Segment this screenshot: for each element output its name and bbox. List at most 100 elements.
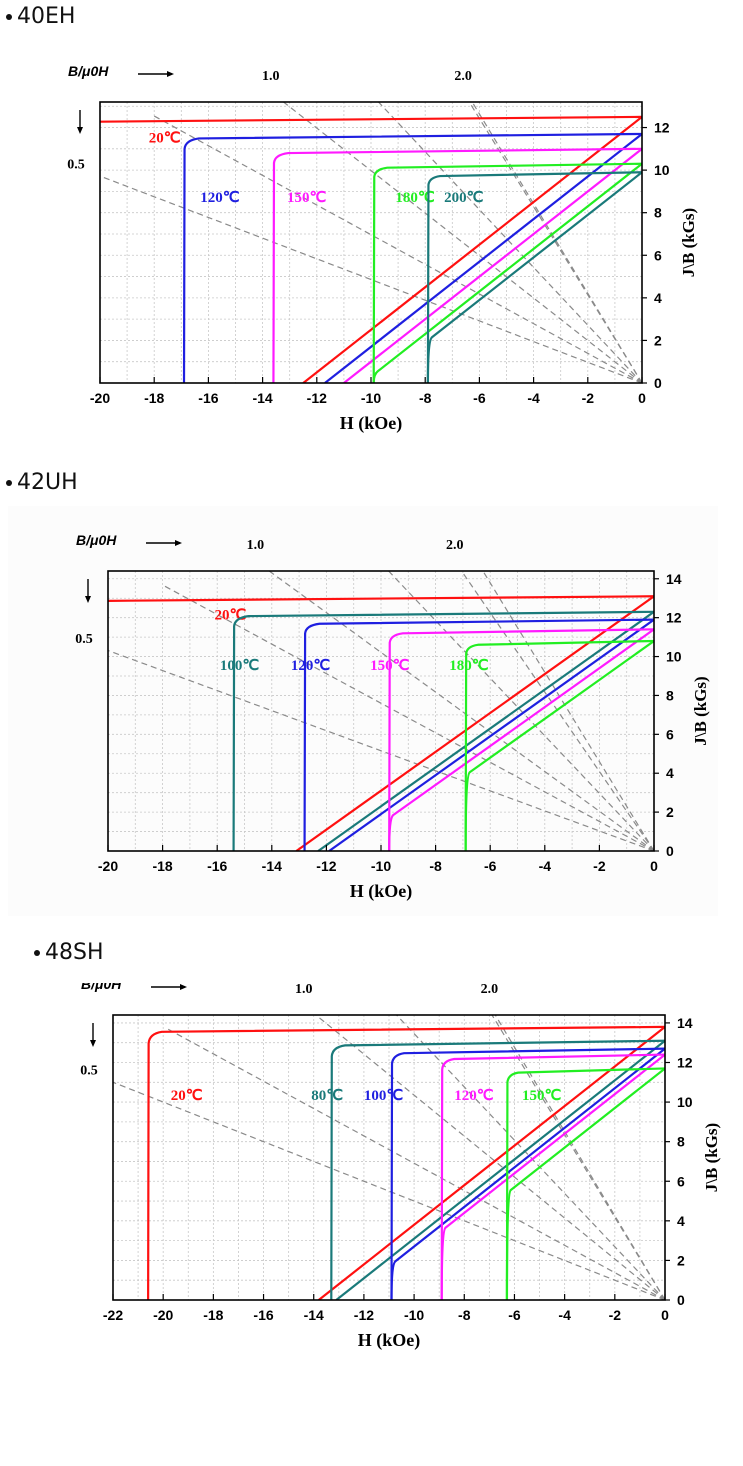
x-axis-label: H (kOe) [350, 881, 413, 902]
y-tick-label: 12 [666, 610, 682, 626]
x-axis-label: H (kOe) [340, 413, 403, 434]
section-title-40eh: 40EH [6, 4, 75, 29]
permeance-line [162, 584, 654, 851]
j-curve-3 [388, 628, 654, 851]
permeance-line [494, 1015, 665, 1300]
x-tick-label: -12 [307, 390, 327, 406]
j-curve-4 [426, 171, 642, 383]
b-curve-0 [318, 1026, 665, 1300]
plot-frame [112, 1014, 666, 1301]
series-label: 120℃ [200, 190, 240, 206]
permeance-line [314, 1015, 665, 1300]
y-tick-label: 4 [654, 290, 662, 306]
x-tick-label: 0 [650, 858, 658, 874]
series-label: 100℃ [220, 658, 260, 674]
permeance-line [471, 102, 642, 383]
y-tick-label: 10 [666, 649, 682, 665]
x-tick-label: -10 [404, 1307, 424, 1323]
j-curve-4 [505, 1067, 665, 1300]
permeance-line [167, 1028, 665, 1300]
x-tick-label: -22 [103, 1307, 123, 1323]
series-label: 100℃ [364, 1088, 404, 1104]
section-title-42uh: 42UH [6, 470, 78, 495]
x-tick-label: -6 [484, 858, 497, 874]
b-curve-3 [440, 1053, 665, 1300]
y-tick-label: 14 [666, 571, 682, 587]
x-tick-label: -16 [198, 390, 218, 406]
permeance-tick-label: 2.0 [446, 538, 464, 553]
bullet-icon [6, 14, 12, 20]
j-curve-0 [100, 115, 642, 123]
j-curve-1 [232, 610, 654, 851]
permeance-tick-label: 2.0 [481, 983, 499, 997]
y-tick-label: 6 [666, 726, 674, 742]
x-tick-label: -4 [527, 390, 540, 406]
x-tick-label: -18 [144, 390, 164, 406]
permeance-line [468, 102, 642, 383]
x-tick-label: 0 [638, 390, 646, 406]
b-curve-0 [302, 116, 642, 383]
series-label: 150℃ [287, 190, 327, 206]
j-curve-0 [108, 595, 654, 602]
y-tick-label: 4 [677, 1213, 685, 1229]
bullet-icon [6, 480, 12, 486]
permeance-axis-label: B/μ0H [68, 63, 109, 79]
y-tick-label: 2 [654, 332, 662, 348]
y-tick-label: 10 [654, 162, 670, 178]
b-curve-4 [505, 1067, 665, 1300]
right-arrow-head-icon [167, 71, 174, 77]
x-tick-label: -12 [354, 1307, 374, 1323]
x-tick-label: -2 [593, 858, 606, 874]
series-label: 200℃ [444, 190, 484, 206]
chart-card-42uh: 20℃ 100℃ 120℃ 150℃ 180℃ -20 -18 -16 -14 -12 -10 -8-… [8, 506, 718, 916]
x-tick-label: -16 [207, 858, 227, 874]
y-tick-label: 2 [666, 804, 674, 820]
x-tick-label: -20 [98, 858, 118, 874]
right-arrow-head-icon [175, 540, 182, 546]
x-tick-label: -16 [253, 1307, 273, 1323]
b-curve-1 [335, 1039, 665, 1300]
series-label: 80℃ [311, 1088, 343, 1104]
y-axis-label: J\B (kGs) [691, 676, 710, 745]
j-curve-2 [303, 618, 654, 851]
y-axis-label: J\B (kGs) [679, 208, 698, 277]
series-label: 20℃ [171, 1088, 203, 1104]
y-tick-label: 6 [677, 1173, 685, 1189]
right-arrow-head-icon [180, 984, 187, 990]
y-tick-label: 0 [666, 843, 674, 859]
x-tick-label: -14 [304, 1307, 324, 1323]
b-curve-4 [426, 171, 642, 383]
permeance-line [268, 571, 654, 851]
x-tick-label: -12 [316, 858, 336, 874]
j-curve-2 [272, 147, 642, 383]
section-title-text: 40EH [17, 4, 76, 29]
permeance-tick-label: 2.0 [454, 69, 472, 84]
series-label: 150℃ [370, 658, 410, 674]
y-tick-label: 12 [677, 1055, 693, 1071]
x-tick-label: -4 [539, 858, 552, 874]
permeance-tick-label: 1.0 [247, 538, 265, 553]
x-tick-label: -8 [419, 390, 432, 406]
x-tick-label: -14 [262, 858, 282, 874]
permeance-axis-label: B/μ0H [81, 983, 122, 992]
permeance-tick-label: 1.0 [295, 983, 313, 997]
chart-card-48sh: 20℃ 80℃ 100℃ 120℃ 150℃ -22 -20 -18 -16 -14 -12 -10-… [55, 976, 730, 1383]
y-tick-label: 0 [654, 375, 662, 391]
down-arrow-head-icon [85, 596, 91, 603]
j-curve-0 [147, 1025, 665, 1300]
permeance-left-label: 0.5 [80, 1063, 98, 1078]
j-curve-1 [182, 132, 642, 383]
b-curve-2 [328, 618, 654, 851]
x-tick-label: -18 [203, 1307, 223, 1323]
j-curve-3 [440, 1053, 665, 1300]
j-curve-4 [464, 639, 654, 851]
section-title-text: 48SH [45, 940, 104, 965]
y-tick-label: 2 [677, 1252, 685, 1268]
x-tick-label: -10 [371, 858, 391, 874]
series-label: 180℃ [449, 658, 489, 674]
section-title-text: 42UH [17, 470, 78, 495]
b-curve-3 [372, 162, 642, 383]
x-tick-label: -14 [252, 390, 272, 406]
x-tick-label: -20 [153, 1307, 173, 1323]
permeance-line [108, 649, 654, 851]
